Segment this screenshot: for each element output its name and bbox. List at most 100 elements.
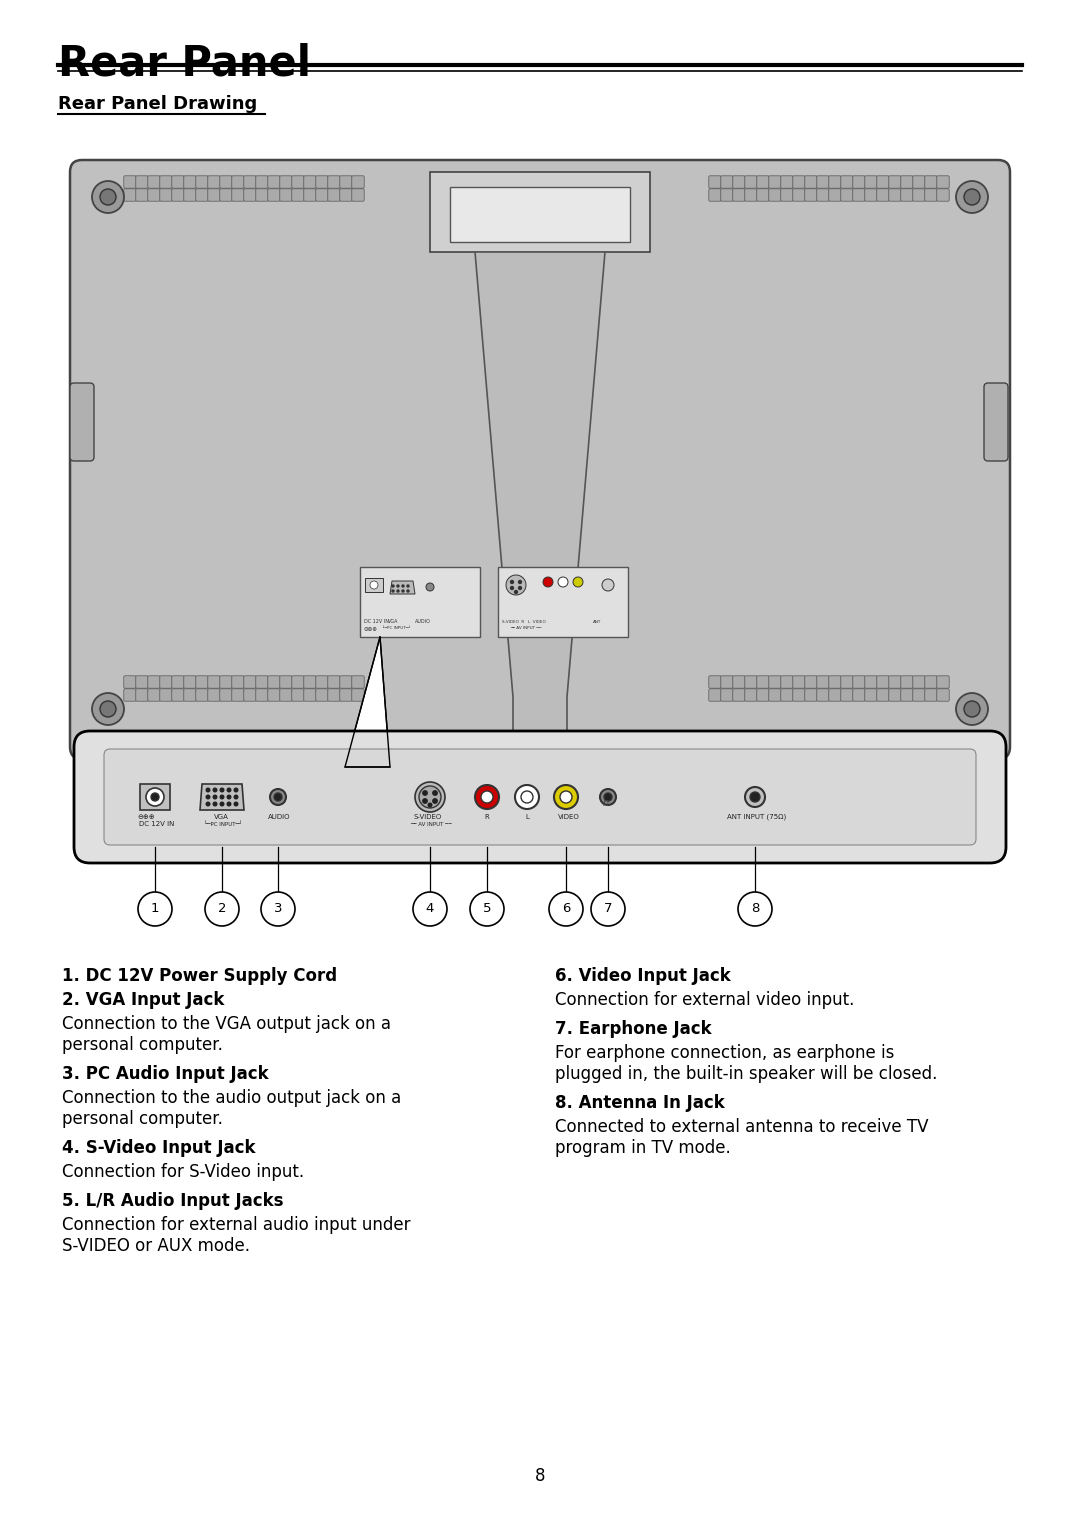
FancyBboxPatch shape <box>172 189 185 202</box>
FancyBboxPatch shape <box>232 176 244 188</box>
Circle shape <box>956 182 988 212</box>
Circle shape <box>213 796 217 799</box>
FancyBboxPatch shape <box>124 689 136 701</box>
FancyBboxPatch shape <box>853 176 865 188</box>
Text: Connection for S-Video input.: Connection for S-Video input. <box>62 1164 305 1180</box>
Circle shape <box>521 791 534 803</box>
FancyBboxPatch shape <box>901 689 914 701</box>
Circle shape <box>146 788 164 806</box>
Text: Connected to external antenna to receive TV: Connected to external antenna to receive… <box>555 1118 929 1136</box>
Circle shape <box>422 791 428 796</box>
Circle shape <box>413 892 447 925</box>
FancyBboxPatch shape <box>328 189 340 202</box>
FancyBboxPatch shape <box>841 176 853 188</box>
Text: AUDIO: AUDIO <box>268 814 291 820</box>
Circle shape <box>964 189 980 205</box>
FancyBboxPatch shape <box>841 676 853 689</box>
FancyBboxPatch shape <box>256 676 268 689</box>
FancyBboxPatch shape <box>148 176 160 188</box>
Circle shape <box>100 701 116 718</box>
Circle shape <box>220 788 224 793</box>
FancyBboxPatch shape <box>865 176 877 188</box>
FancyBboxPatch shape <box>757 189 769 202</box>
FancyBboxPatch shape <box>936 189 949 202</box>
FancyBboxPatch shape <box>901 676 914 689</box>
FancyBboxPatch shape <box>924 176 937 188</box>
FancyBboxPatch shape <box>708 176 721 188</box>
FancyBboxPatch shape <box>793 189 806 202</box>
Text: Connection for external audio input under: Connection for external audio input unde… <box>62 1215 410 1234</box>
FancyBboxPatch shape <box>172 676 185 689</box>
Bar <box>140 783 170 809</box>
FancyBboxPatch shape <box>244 176 256 188</box>
FancyBboxPatch shape <box>124 676 136 689</box>
FancyBboxPatch shape <box>828 176 841 188</box>
FancyBboxPatch shape <box>315 189 328 202</box>
FancyBboxPatch shape <box>160 676 172 689</box>
Text: ⊖⊕⊕: ⊖⊕⊕ <box>364 628 378 632</box>
FancyBboxPatch shape <box>220 689 232 701</box>
Circle shape <box>234 802 238 806</box>
FancyBboxPatch shape <box>268 689 280 701</box>
Circle shape <box>392 589 394 592</box>
FancyBboxPatch shape <box>70 383 94 461</box>
FancyBboxPatch shape <box>160 689 172 701</box>
Text: 3. PC Audio Input Jack: 3. PC Audio Input Jack <box>62 1064 269 1083</box>
FancyBboxPatch shape <box>232 676 244 689</box>
Text: S-VIDEO or AUX mode.: S-VIDEO or AUX mode. <box>62 1237 249 1255</box>
FancyBboxPatch shape <box>148 189 160 202</box>
Circle shape <box>543 577 553 586</box>
FancyBboxPatch shape <box>220 676 232 689</box>
FancyBboxPatch shape <box>769 176 781 188</box>
Text: 4. S-Video Input Jack: 4. S-Video Input Jack <box>62 1139 256 1157</box>
Circle shape <box>402 589 404 592</box>
FancyBboxPatch shape <box>184 176 197 188</box>
FancyBboxPatch shape <box>207 689 220 701</box>
FancyBboxPatch shape <box>877 189 889 202</box>
Circle shape <box>602 579 615 591</box>
Text: personal computer.: personal computer. <box>62 1110 222 1128</box>
Text: 5. L/R Audio Input Jacks: 5. L/R Audio Input Jacks <box>62 1193 283 1209</box>
FancyBboxPatch shape <box>828 189 841 202</box>
FancyBboxPatch shape <box>160 176 172 188</box>
FancyBboxPatch shape <box>889 689 901 701</box>
FancyBboxPatch shape <box>256 689 268 701</box>
Circle shape <box>738 892 772 925</box>
FancyBboxPatch shape <box>328 689 340 701</box>
FancyBboxPatch shape <box>136 189 148 202</box>
FancyBboxPatch shape <box>913 676 926 689</box>
FancyBboxPatch shape <box>793 676 806 689</box>
Circle shape <box>561 791 572 803</box>
Circle shape <box>151 793 159 802</box>
Text: 2. VGA Input Jack: 2. VGA Input Jack <box>62 991 225 1009</box>
FancyBboxPatch shape <box>781 176 793 188</box>
FancyBboxPatch shape <box>340 689 352 701</box>
Circle shape <box>964 701 980 718</box>
Circle shape <box>261 892 295 925</box>
Circle shape <box>370 580 378 589</box>
FancyBboxPatch shape <box>853 676 865 689</box>
FancyBboxPatch shape <box>292 176 305 188</box>
Text: n: n <box>603 799 609 808</box>
FancyBboxPatch shape <box>757 689 769 701</box>
FancyBboxPatch shape <box>244 689 256 701</box>
Circle shape <box>206 796 210 799</box>
FancyBboxPatch shape <box>745 689 757 701</box>
FancyBboxPatch shape <box>195 176 208 188</box>
FancyBboxPatch shape <box>720 676 733 689</box>
Circle shape <box>750 793 760 802</box>
FancyBboxPatch shape <box>195 676 208 689</box>
FancyBboxPatch shape <box>315 176 328 188</box>
FancyBboxPatch shape <box>303 189 316 202</box>
FancyBboxPatch shape <box>328 676 340 689</box>
FancyBboxPatch shape <box>280 189 293 202</box>
FancyBboxPatch shape <box>136 689 148 701</box>
FancyBboxPatch shape <box>841 189 853 202</box>
FancyBboxPatch shape <box>268 676 280 689</box>
FancyBboxPatch shape <box>232 189 244 202</box>
Text: ── AV INPUT ──: ── AV INPUT ── <box>510 626 541 631</box>
Text: ANT INPUT (75Ω): ANT INPUT (75Ω) <box>727 814 786 820</box>
Circle shape <box>554 785 578 809</box>
Circle shape <box>549 892 583 925</box>
FancyBboxPatch shape <box>352 676 364 689</box>
